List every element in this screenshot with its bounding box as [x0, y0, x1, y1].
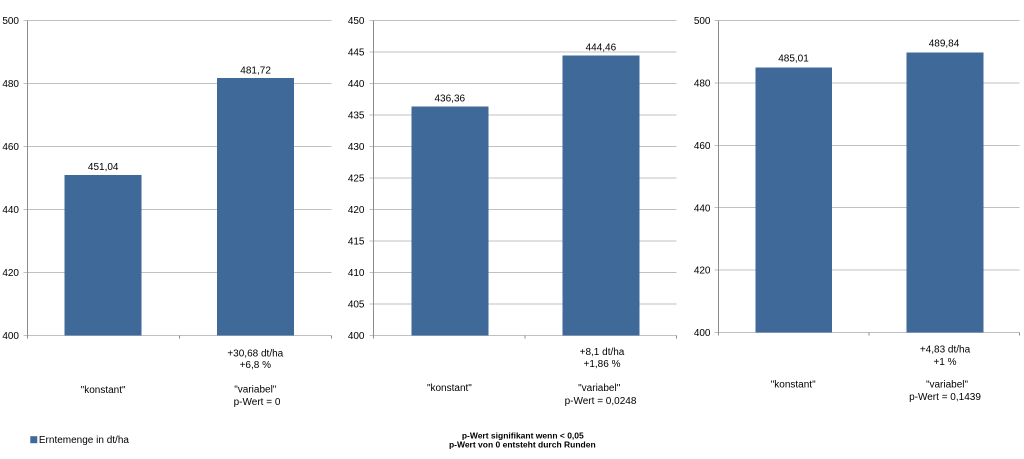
svg-text:p-Wert = 0,0248: p-Wert = 0,0248: [565, 396, 637, 407]
svg-text:p-Wert von 0 entsteht durch Ru: p-Wert von 0 entsteht durch Runden: [449, 440, 596, 450]
svg-text:489,84: 489,84: [929, 39, 960, 50]
svg-text:480: 480: [2, 79, 19, 90]
svg-text:+4,83 dt/ha: +4,83 dt/ha: [920, 345, 971, 356]
svg-text:p-Wert = 0: p-Wert = 0: [234, 397, 281, 408]
svg-text:500: 500: [2, 16, 19, 27]
svg-text:451,04: 451,04: [88, 162, 119, 173]
svg-text:405: 405: [348, 300, 365, 311]
svg-text:"variabel": "variabel": [578, 383, 621, 394]
svg-text:+1,86 %: +1,86 %: [584, 359, 621, 370]
svg-text:410: 410: [348, 268, 365, 279]
svg-text:415: 415: [348, 237, 365, 248]
svg-text:400: 400: [694, 328, 711, 339]
svg-text:400: 400: [2, 331, 19, 342]
svg-text:p-Wert signifikant wenn < 0,05: p-Wert signifikant wenn < 0,05: [462, 431, 584, 441]
svg-text:420: 420: [348, 205, 365, 216]
svg-text:"konstant": "konstant": [81, 385, 126, 396]
svg-text:+1 %: +1 %: [933, 357, 956, 368]
svg-text:425: 425: [348, 174, 365, 185]
svg-text:"konstant": "konstant": [771, 379, 816, 390]
svg-text:+8,1 dt/ha: +8,1 dt/ha: [580, 347, 625, 358]
svg-text:400: 400: [348, 331, 365, 342]
svg-text:+6,8 %: +6,8 %: [240, 360, 272, 371]
svg-text:460: 460: [694, 141, 711, 152]
svg-text:450: 450: [348, 16, 365, 27]
svg-text:445: 445: [348, 48, 365, 59]
svg-text:435: 435: [348, 111, 365, 122]
svg-text:p-Wert = 0,1439: p-Wert = 0,1439: [909, 392, 981, 403]
svg-text:500: 500: [694, 16, 711, 27]
svg-text:480: 480: [694, 79, 711, 90]
svg-text:430: 430: [348, 142, 365, 153]
svg-text:440: 440: [2, 205, 19, 216]
svg-text:440: 440: [694, 203, 711, 214]
svg-text:+30,68 dt/ha: +30,68 dt/ha: [227, 348, 283, 359]
svg-text:460: 460: [2, 142, 19, 153]
svg-text:440: 440: [348, 79, 365, 90]
svg-text:Erntemenge in dt/ha: Erntemenge in dt/ha: [39, 435, 129, 446]
svg-text:436,36: 436,36: [435, 94, 466, 105]
svg-text:444,46: 444,46: [586, 43, 617, 54]
svg-text:"variabel": "variabel": [926, 379, 969, 390]
svg-text:485,01: 485,01: [778, 54, 809, 65]
svg-text:420: 420: [2, 268, 19, 279]
svg-text:"variabel": "variabel": [234, 384, 277, 395]
svg-text:"konstant": "konstant": [427, 383, 472, 394]
svg-text:481,72: 481,72: [240, 65, 271, 76]
svg-text:420: 420: [694, 266, 711, 277]
